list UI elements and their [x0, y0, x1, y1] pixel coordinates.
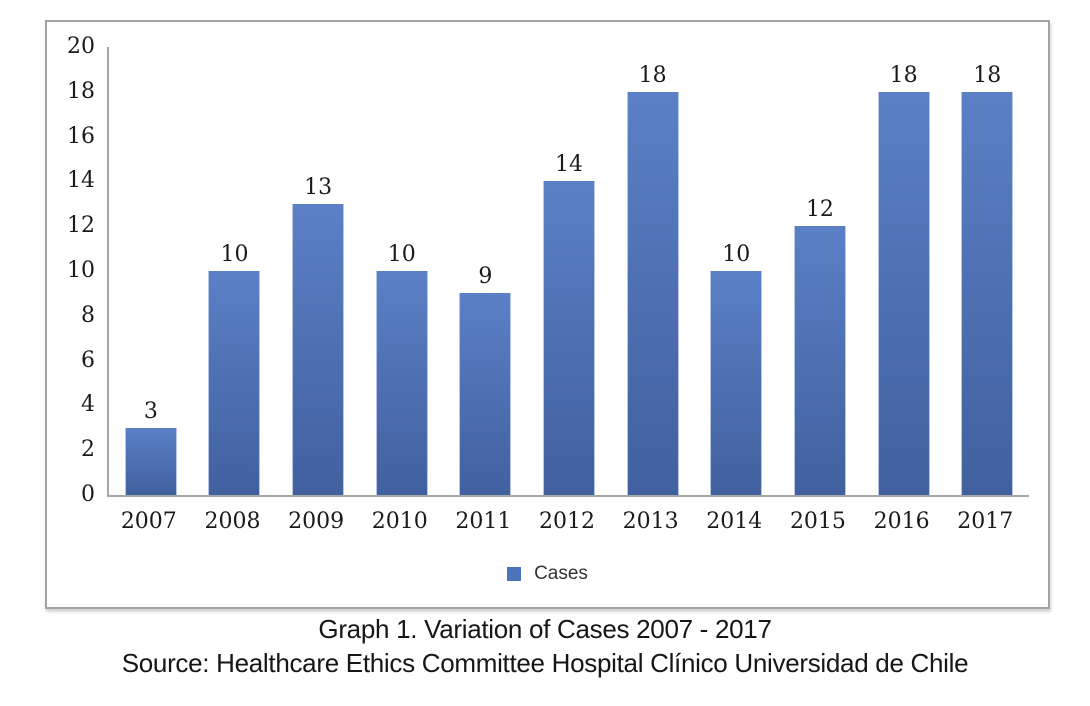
bar-value-label: 14	[555, 152, 584, 177]
plot-area: 3 10 13 10 9 14 18 10 12 18 18	[107, 47, 1029, 497]
bar-2012	[543, 181, 596, 495]
x-axis-labels: 2007 2008 2009 2010 2011 2012 2013 2014 2015 2016…	[107, 509, 1027, 534]
figure-caption: Graph 1. Variation of Cases 2007 - 2017 …	[0, 613, 1090, 681]
y-tick-label: 4	[81, 392, 95, 418]
bar-2015	[793, 226, 846, 495]
x-tick-label: 2009	[288, 509, 345, 534]
x-tick-label: 2013	[622, 509, 679, 534]
bar-slot: 18	[862, 47, 946, 495]
x-tick-label: 2015	[789, 509, 846, 534]
y-tick-label: 8	[81, 302, 95, 328]
legend-swatch-icon	[507, 567, 522, 581]
y-tick-label: 0	[81, 482, 95, 507]
x-tick-label: 2014	[706, 509, 763, 534]
bar-2017	[961, 92, 1014, 495]
y-tick-label: 2	[81, 437, 95, 463]
bar-value-label: 10	[722, 242, 751, 267]
bar-slot: 10	[694, 47, 778, 495]
bar-2009	[292, 204, 345, 495]
bar-value-label: 13	[304, 175, 333, 200]
y-tick-label: 20	[67, 34, 95, 59]
bar-slot: 13	[276, 47, 360, 495]
bar-slot: 12	[778, 47, 862, 495]
legend-label: Cases	[534, 563, 588, 584]
y-tick-label: 14	[67, 168, 95, 194]
bar-2013	[626, 92, 679, 495]
bar-slot: 14	[527, 47, 611, 495]
x-tick-label: 2011	[455, 509, 512, 534]
y-tick-label: 6	[81, 347, 95, 373]
bar-slot: 9	[444, 47, 528, 495]
x-tick-label: 2012	[539, 509, 596, 534]
y-tick-label: 10	[67, 258, 95, 283]
bar-slot: 10	[193, 47, 277, 495]
bar-value-label: 18	[638, 63, 667, 88]
y-tick-label: 18	[67, 78, 95, 104]
bar-slot: 3	[109, 47, 193, 495]
x-tick-label: 2010	[371, 509, 428, 534]
bar-slot: 18	[611, 47, 695, 495]
bar-slot: 10	[360, 47, 444, 495]
legend: Cases	[47, 563, 1048, 585]
bar-2008	[208, 271, 261, 495]
chart-frame: 0 2 4 6 8 10 12 14 16 18 20 3 10 13 10 9 14 18 10 12 18 18 2…	[45, 20, 1050, 609]
bar-value-label: 12	[805, 197, 834, 222]
bar-2014	[710, 271, 763, 495]
bar-2016	[877, 92, 930, 495]
caption-title: Graph 1. Variation of Cases 2007 - 2017	[318, 614, 772, 644]
bar-value-label: 18	[973, 63, 1002, 88]
caption-source: Source: Healthcare Ethics Committee Hosp…	[121, 647, 969, 678]
bars: 3 10 13 10 9 14 18 10 12 18 18	[109, 47, 1029, 495]
bar-value-label: 18	[889, 63, 918, 88]
bar-value-label: 3	[143, 399, 158, 424]
y-tick-label: 12	[67, 213, 95, 239]
bar-2010	[375, 271, 428, 495]
y-tick-label: 16	[67, 123, 95, 149]
bar-value-label: 10	[220, 242, 249, 267]
bar-2011	[459, 293, 512, 495]
x-tick-label: 2016	[873, 509, 930, 534]
x-tick-label: 2017	[957, 509, 1014, 534]
bar-2007	[124, 428, 177, 495]
bar-slot: 18	[945, 47, 1029, 495]
x-tick-label: 2008	[204, 509, 261, 534]
y-axis-ticks: 0 2 4 6 8 10 12 14 16 18 20	[47, 34, 101, 507]
bar-value-label: 9	[478, 264, 493, 289]
x-tick-label: 2007	[120, 509, 177, 534]
bar-value-label: 10	[387, 242, 416, 267]
